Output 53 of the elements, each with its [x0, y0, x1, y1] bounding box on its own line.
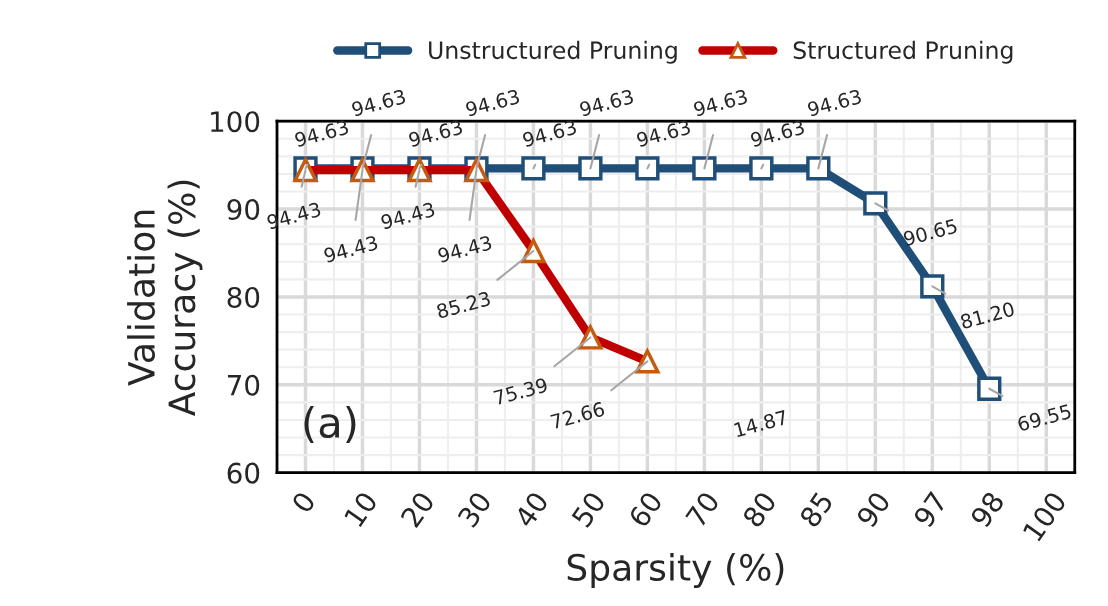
y-tick-label: 80 — [227, 286, 260, 308]
data-label: 72.66 — [550, 401, 606, 430]
data-label: 94.63 — [579, 88, 634, 117]
legend-label: Unstructured Pruning — [429, 40, 677, 64]
data-label: 94.43 — [266, 201, 322, 230]
x-tick-label: 20 — [399, 490, 436, 529]
data-label: 90.65 — [902, 218, 958, 247]
point — [977, 376, 1002, 401]
data-label: 94.63 — [522, 119, 577, 148]
point — [521, 156, 546, 181]
x-tick-label: 50 — [570, 490, 607, 529]
x-tick-label: 98 — [969, 490, 1005, 529]
data-label: 94.63 — [408, 119, 463, 148]
y-tick-label: 100 — [211, 111, 260, 133]
point — [692, 156, 717, 181]
point — [920, 274, 945, 299]
y-tick-label: 70 — [227, 374, 260, 396]
data-label: 75.39 — [493, 377, 548, 406]
data-label: 94.63 — [692, 88, 748, 117]
point — [806, 156, 831, 181]
data-label: 94.63 — [351, 88, 406, 117]
y-axis-title: Validation Accuracy (%) — [127, 180, 203, 417]
point — [749, 156, 774, 181]
data-label: 94.63 — [806, 88, 862, 117]
point — [635, 156, 660, 181]
y-tick-label: 60 — [227, 462, 260, 484]
data-label: 85.23 — [436, 290, 491, 319]
annotation: 14.87 — [733, 409, 788, 438]
x-tick-label: 30 — [456, 490, 493, 529]
x-tick-label: 90 — [855, 490, 891, 529]
x-tick-label: 40 — [513, 490, 550, 529]
x-tick-label: 97 — [912, 490, 948, 529]
data-label: 94.63 — [465, 88, 520, 117]
data-label: 69.55 — [1016, 403, 1072, 432]
annotation: (a) — [304, 405, 356, 444]
data-label: 94.43 — [437, 235, 493, 264]
data-label: 94.63 — [294, 119, 349, 148]
x-tick-label: 0 — [290, 490, 317, 514]
point — [578, 156, 603, 181]
x-tick-label: 80 — [741, 490, 778, 529]
y-tick-label: 90 — [227, 199, 260, 221]
x-tick-label: 85 — [798, 490, 834, 529]
point — [863, 191, 888, 216]
data-label: 81.20 — [959, 301, 1015, 330]
x-axis-title: Sparsity (%) — [567, 553, 784, 589]
data-label: 94.63 — [636, 119, 691, 148]
legend-label: Structured Pruning — [793, 40, 1013, 64]
x-tick-label: 10 — [343, 490, 379, 528]
data-label: 94.63 — [749, 119, 805, 148]
x-tick-label: 70 — [684, 490, 721, 529]
data-label: 94.43 — [323, 235, 379, 264]
x-tick-label: 60 — [627, 490, 664, 529]
data-label: 94.43 — [380, 201, 436, 230]
